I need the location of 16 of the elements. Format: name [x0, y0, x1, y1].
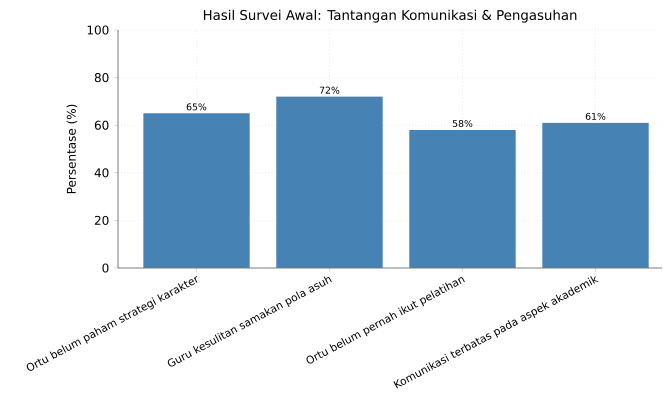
- data-label: 61%: [586, 112, 606, 120]
- y-tick-label: 60: [94, 120, 108, 130]
- data-label: 58%: [452, 120, 472, 128]
- y-tick-label: 0: [102, 263, 108, 273]
- data-label: 65%: [186, 103, 206, 110]
- chart-title: Hasil Survei Awal: Tantangan Komunikasi & Pengasuhan: [204, 10, 576, 23]
- bar: [409, 130, 516, 268]
- y-tick-label: 80: [94, 73, 108, 82]
- bar: [143, 113, 250, 268]
- y-axis-title: Persentase (%): [66, 104, 78, 194]
- bar: [276, 96, 383, 268]
- y-tick-label: 40: [94, 168, 108, 178]
- y-tick-label: 20: [94, 216, 108, 225]
- bar: [542, 122, 649, 268]
- y-tick-label: 100: [88, 25, 108, 35]
- data-label: 72%: [320, 86, 340, 94]
